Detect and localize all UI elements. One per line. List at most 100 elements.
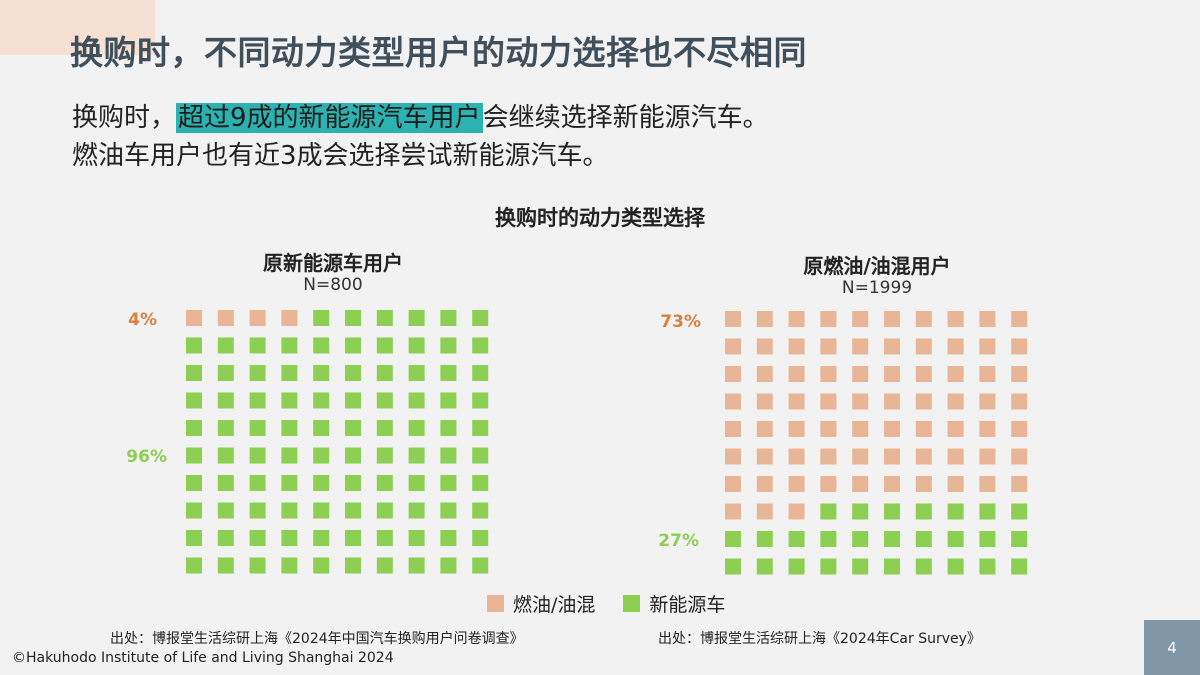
waffle-cell-nev xyxy=(788,531,805,547)
waffle-cell-fuel xyxy=(947,366,964,382)
waffle-cell-nev xyxy=(313,502,330,519)
waffle-cell-fuel xyxy=(947,338,964,355)
waffle-cell-fuel xyxy=(820,448,837,465)
waffle-cell-nev xyxy=(345,530,361,546)
waffle-cell-fuel xyxy=(1011,476,1028,492)
waffle-cell-nev xyxy=(217,420,234,436)
waffle-cell-fuel xyxy=(788,311,805,327)
waffle-cell-nev xyxy=(947,531,964,547)
waffle-cell-fuel xyxy=(852,393,869,410)
waffle-cell-fuel xyxy=(915,448,932,465)
waffle-cell-fuel xyxy=(1011,338,1028,355)
legend-item-fuel: 燃油/油混 xyxy=(487,590,595,617)
waffle-cell-nev xyxy=(217,392,234,409)
waffle-cell-nev xyxy=(376,365,393,381)
waffle-cell-fuel xyxy=(947,311,964,327)
waffle-cell-nev xyxy=(345,557,361,574)
waffle-cell-nev xyxy=(345,365,361,381)
waffle-cell-nev xyxy=(186,420,202,436)
waffle-cell-nev xyxy=(820,503,837,520)
waffle-cell-fuel xyxy=(979,393,996,410)
waffle-cell-nev xyxy=(440,557,457,574)
waffle-cell-nev xyxy=(756,531,773,547)
waffle-cell-nev xyxy=(217,475,234,491)
waffle-cell-fuel xyxy=(820,421,837,437)
waffle-cell-nev xyxy=(217,447,234,464)
waffle-cell-fuel xyxy=(756,448,773,465)
waffle-cell-fuel xyxy=(979,366,996,382)
waffle-cell-fuel xyxy=(884,393,900,410)
waffle-cell-fuel xyxy=(884,338,900,355)
waffle-cell-nev xyxy=(472,530,489,546)
waffle-cell-nev xyxy=(408,475,425,491)
waffle-cell-nev xyxy=(915,558,932,575)
waffle-cell-nev xyxy=(313,337,330,354)
waffle-cell-nev xyxy=(186,337,202,354)
waffle-cell-fuel xyxy=(915,421,932,437)
waffle-cell-nev xyxy=(376,530,393,546)
waffle-cell-fuel xyxy=(979,311,996,327)
waffle-cell-nev xyxy=(186,475,202,491)
waffle-cell-nev xyxy=(408,420,425,436)
waffle-cell-nev xyxy=(249,392,266,409)
summary-line-1-suffix: 会继续选择新能源汽车。 xyxy=(482,103,769,133)
waffle-cell-nev xyxy=(281,557,298,574)
waffle-cell-nev xyxy=(217,365,234,381)
waffle-cell-fuel xyxy=(820,476,837,492)
waffle-cell-nev xyxy=(408,392,425,409)
waffle-cell-nev xyxy=(472,557,489,574)
waffle-cell-nev xyxy=(376,557,393,574)
waffle-cell-nev xyxy=(884,531,900,547)
waffle-cell-fuel xyxy=(820,311,837,327)
waffle-cell-fuel xyxy=(915,338,932,355)
waffle-cell-fuel xyxy=(979,421,996,437)
waffle-cell-fuel xyxy=(884,366,900,382)
waffle-cell-nev xyxy=(1011,531,1028,547)
waffle-cell-fuel xyxy=(852,448,869,465)
waffle-cell-nev xyxy=(313,475,330,491)
waffle-cell-nev xyxy=(313,310,330,326)
waffle-cell-nev xyxy=(281,420,298,436)
corner-decoration xyxy=(0,0,155,55)
waffle-cell-fuel xyxy=(725,448,741,465)
waffle-cell-nev xyxy=(472,475,489,491)
waffle-cell-fuel xyxy=(725,366,741,382)
waffle-cell-nev xyxy=(345,392,361,409)
panel-title-fuel: 原燃油/油混用户 xyxy=(803,254,951,278)
waffle-cell-nev xyxy=(408,447,425,464)
waffle-cell-nev xyxy=(345,475,361,491)
waffle-cell-fuel xyxy=(1011,448,1028,465)
waffle-cell-nev xyxy=(281,502,298,519)
waffle-cell-fuel xyxy=(756,366,773,382)
waffle-cell-nev xyxy=(408,365,425,381)
waffle-cell-nev xyxy=(884,558,900,575)
waffle-cell-nev xyxy=(313,420,330,436)
waffle-cell-nev xyxy=(472,502,489,519)
waffle-cell-fuel xyxy=(725,311,741,327)
panel-n-fuel: N=1999 xyxy=(841,278,913,298)
waffle-cell-nev xyxy=(979,531,996,547)
waffle-cell-fuel xyxy=(249,310,266,326)
waffle-cell-nev xyxy=(472,420,489,436)
summary-highlight: 超过9成的新能源汽车用户 xyxy=(176,103,483,133)
waffle-cell-nev xyxy=(376,392,393,409)
waffle-cell-fuel xyxy=(1011,311,1028,327)
waffle-cell-fuel xyxy=(1011,393,1028,410)
waffle-cell-fuel xyxy=(756,393,773,410)
waffle-cell-nev xyxy=(376,337,393,354)
waffle-cell-nev xyxy=(472,392,489,409)
waffle-cell-nev xyxy=(979,558,996,575)
waffle-grid-nev xyxy=(186,310,489,574)
waffle-cell-nev xyxy=(852,503,869,520)
waffle-cell-nev xyxy=(217,337,234,354)
waffle-cell-nev xyxy=(313,530,330,546)
waffle-cell-nev xyxy=(313,392,330,409)
panel-fuel-nev-percent: 27% xyxy=(658,531,699,551)
waffle-cell-nev xyxy=(186,557,202,574)
waffle-cell-nev xyxy=(249,447,266,464)
waffle-cell-nev xyxy=(852,558,869,575)
waffle-cell-nev xyxy=(281,475,298,491)
waffle-cell-nev xyxy=(281,447,298,464)
waffle-cell-nev xyxy=(947,503,964,520)
waffle-cell-nev xyxy=(345,420,361,436)
